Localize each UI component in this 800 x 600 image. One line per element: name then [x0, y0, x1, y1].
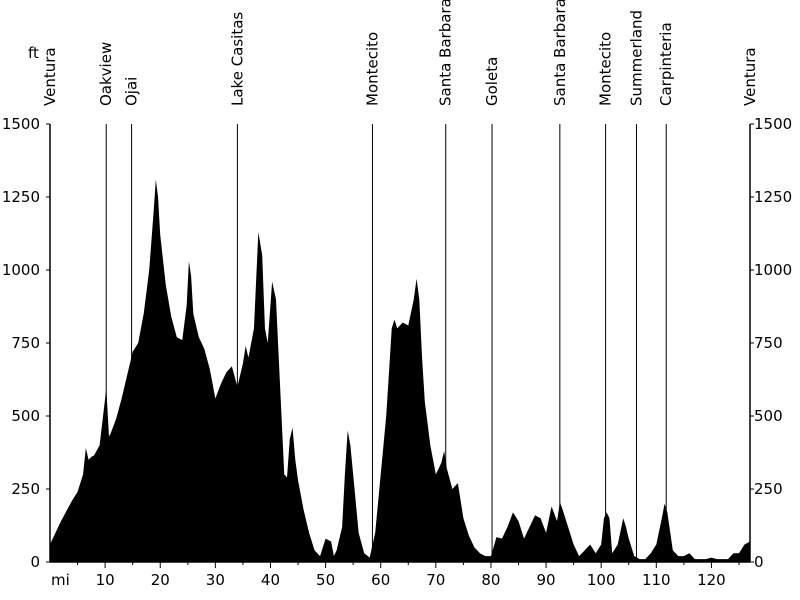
y-tick-label-left: 1250 [2, 188, 40, 206]
y-tick-label-left: 250 [11, 480, 40, 498]
y-tick-label-left: 1000 [2, 261, 40, 279]
y-axis-unit-label: ft [28, 44, 39, 62]
y-tick-label-right: 250 [754, 480, 783, 498]
x-axis-unit-label: mi [51, 571, 70, 589]
town-label: Carpinteria [657, 22, 675, 106]
town-label: Goleta [483, 57, 501, 106]
town-label: Ventura [741, 47, 759, 106]
town-label: Santa Barbara [551, 0, 569, 106]
elevation-area [50, 179, 750, 563]
y-tick-label-left: 0 [30, 553, 40, 571]
x-tick-label: 100 [587, 571, 616, 589]
y-tick-label-right: 1000 [754, 261, 792, 279]
y-tick-label-right: 1250 [754, 188, 792, 206]
x-tick-label: 40 [261, 571, 280, 589]
town-labels: Ventura Oakview Ojai Lake Casitas Montecito S… [41, 0, 759, 106]
y-tick-label-right: 1500 [754, 115, 792, 133]
town-label: Santa Barbara [437, 0, 455, 106]
town-label: Ojai [123, 77, 141, 106]
y-tick-label-left: 750 [11, 334, 40, 352]
town-label: Ventura [41, 47, 59, 106]
town-label: Lake Casitas [228, 12, 246, 106]
axes: 0 0 250 250 500 500 750 750 1000 1000 1250 1250 1500… [2, 115, 792, 589]
town-label: Montecito [597, 32, 615, 106]
town-label: Oakview [97, 42, 115, 106]
x-tick-label: 110 [642, 571, 671, 589]
x-tick-label: 90 [537, 571, 556, 589]
x-tick-label: 80 [481, 571, 500, 589]
y-tick-label-left: 500 [11, 407, 40, 425]
x-tick-label: 120 [697, 571, 726, 589]
y-tick-label-right: 750 [754, 334, 783, 352]
x-tick-label: 10 [96, 571, 115, 589]
y-tick-label-right: 500 [754, 407, 783, 425]
x-tick-label: 30 [206, 571, 225, 589]
x-tick-label: 50 [316, 571, 335, 589]
y-tick-label-right: 0 [754, 553, 764, 571]
town-label: Summerland [627, 10, 645, 106]
x-tick-label: 70 [426, 571, 445, 589]
x-tick-label: 60 [371, 571, 390, 589]
town-label: Montecito [363, 32, 381, 106]
x-tick-label: 20 [151, 571, 170, 589]
y-tick-label-left: 1500 [2, 115, 40, 133]
